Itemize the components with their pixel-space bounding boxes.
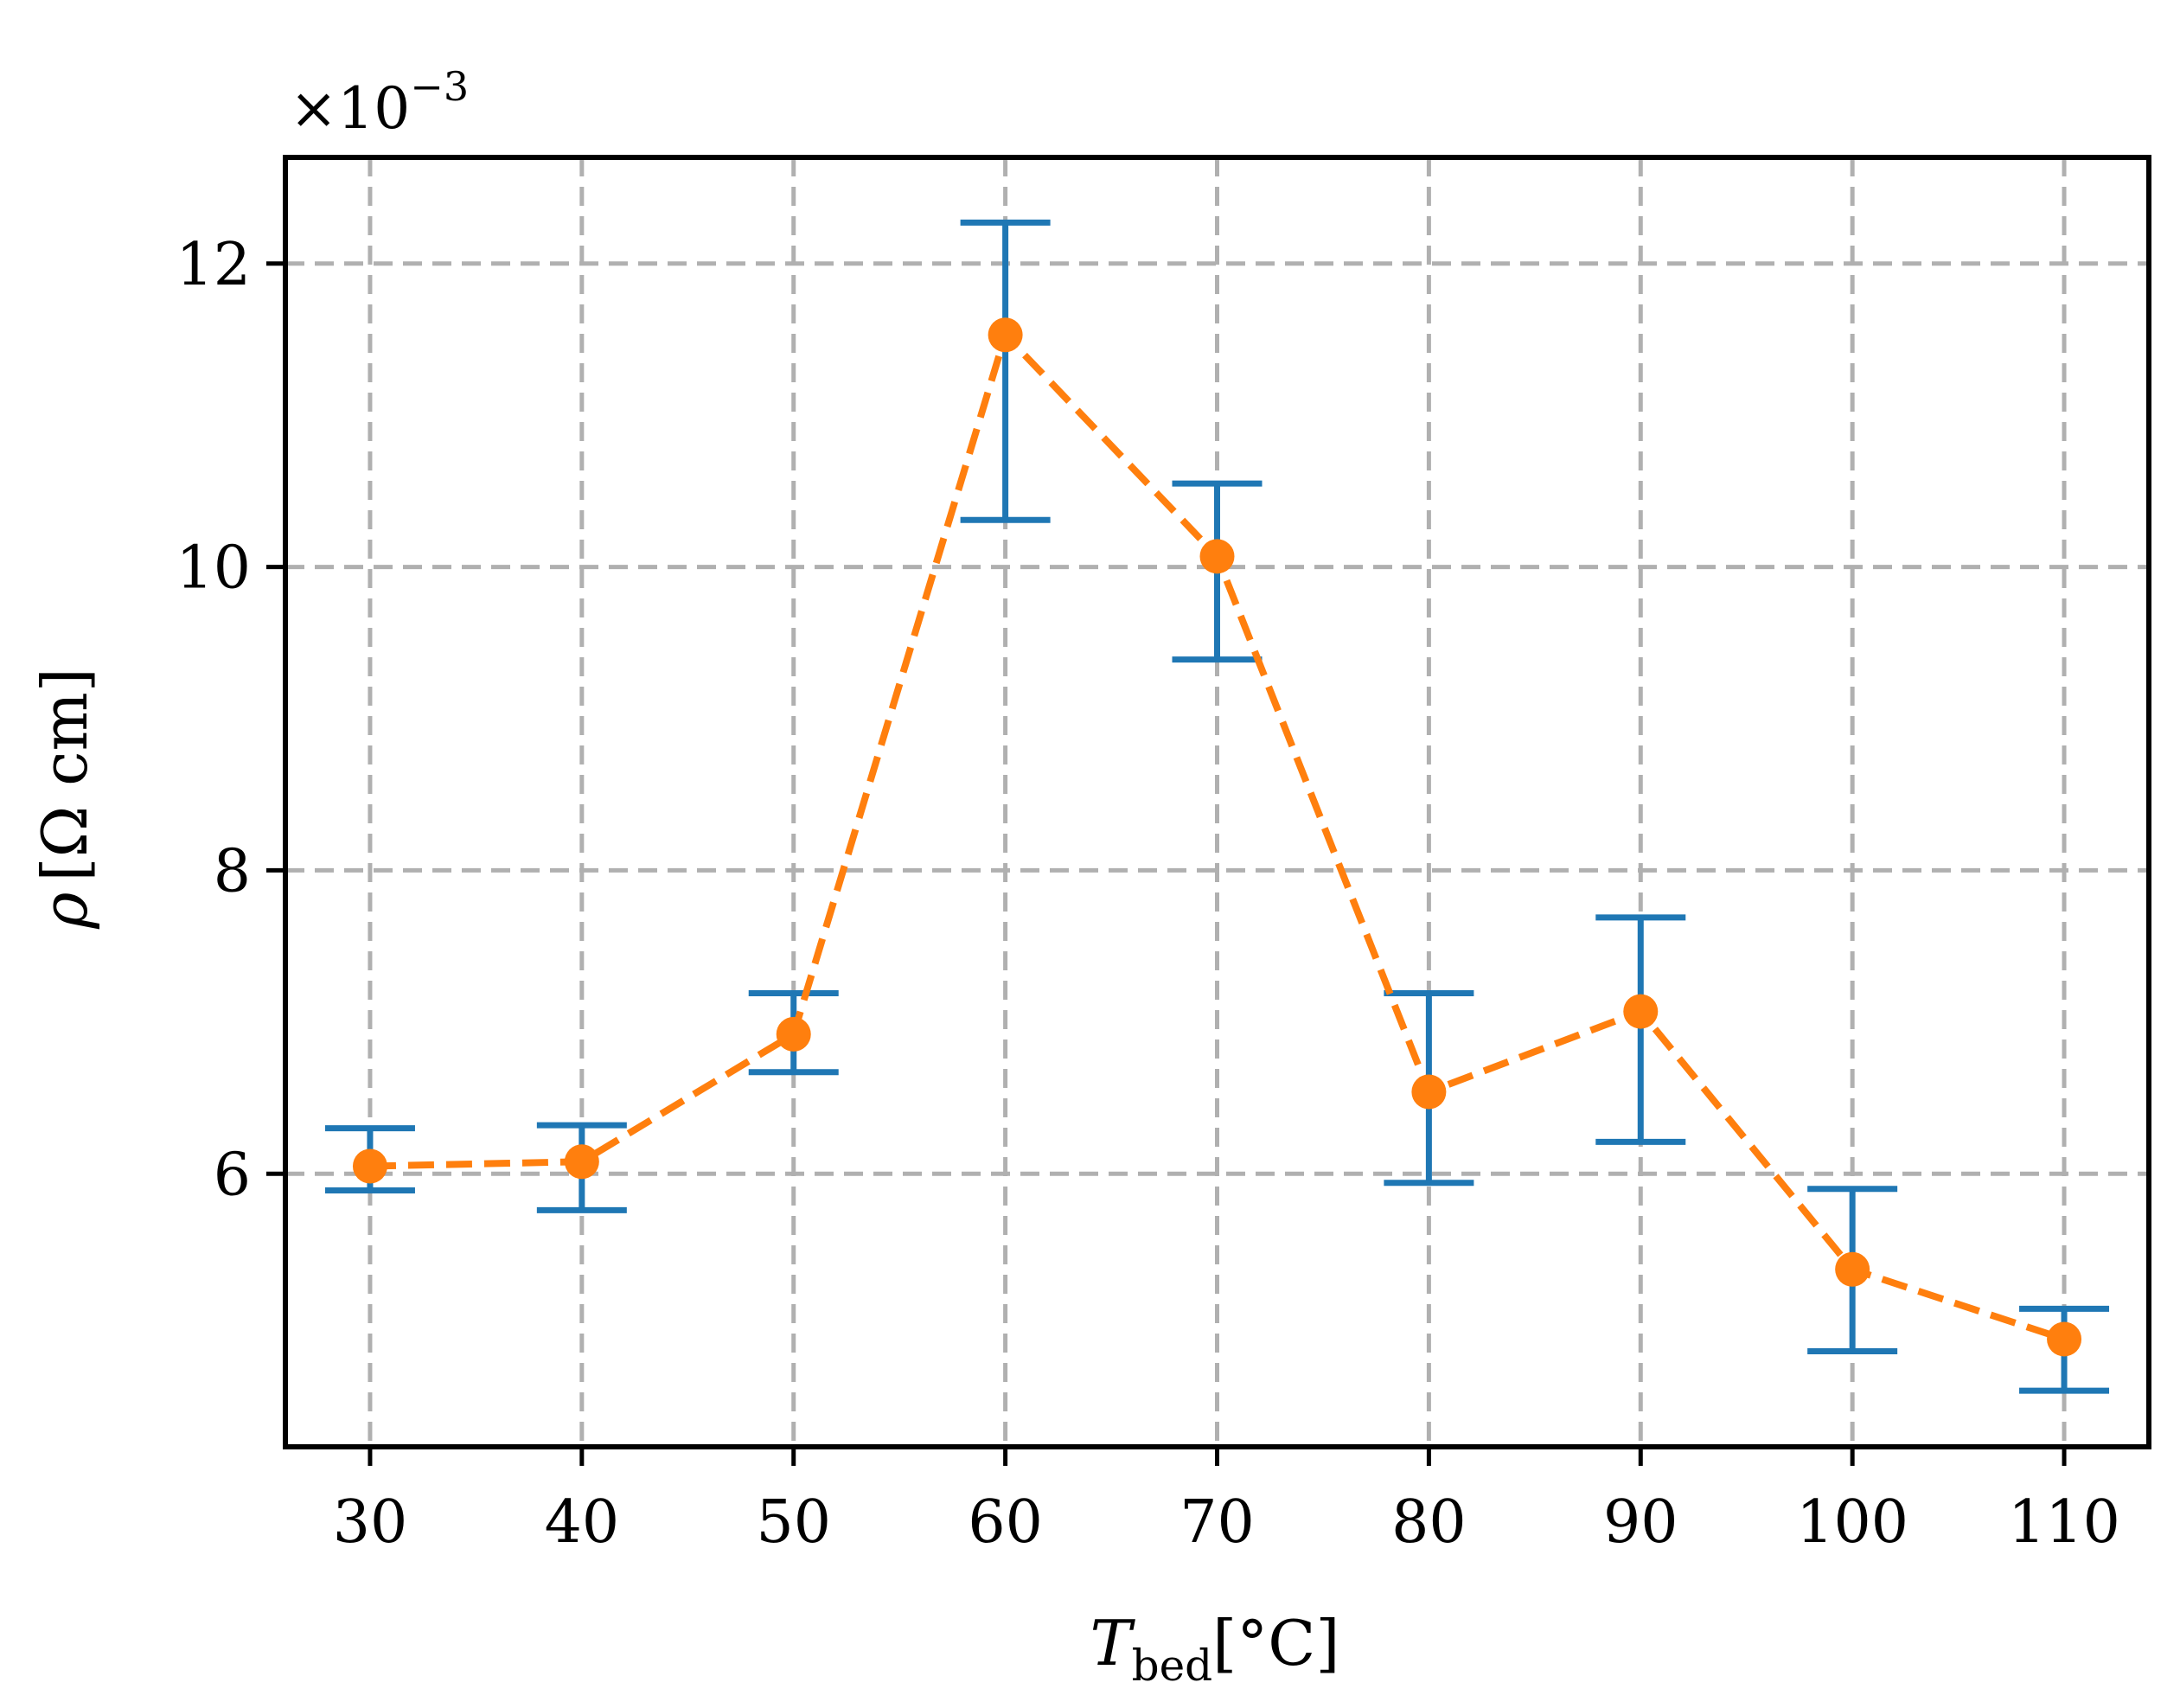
- data-point-40: [564, 1144, 599, 1180]
- y-tick-label-12: 12: [176, 231, 251, 299]
- x-tick-label-40: 40: [545, 1488, 620, 1557]
- x-tick-label-70: 70: [1180, 1488, 1255, 1557]
- x-tick-label-90: 90: [1603, 1488, 1678, 1557]
- y-scale-exponent: −3: [410, 63, 469, 110]
- x-tick-label-60: 60: [968, 1488, 1043, 1557]
- x-axis-label-unit: [°C]: [1212, 1607, 1339, 1679]
- data-point-50: [776, 1016, 811, 1052]
- x-axis-label: Tbed[°C]: [1090, 1607, 1340, 1691]
- y-axis-label: ρ [Ω cm]: [29, 668, 101, 930]
- y-axis-label-unit: [Ω cm]: [29, 668, 101, 881]
- x-axis-ticks: 30 40 50 60 70 80 90 100 110: [333, 1447, 2120, 1557]
- x-tick-label-80: 80: [1391, 1488, 1467, 1557]
- y-scale-prefix: ×10: [290, 75, 410, 142]
- data-point-70: [1199, 539, 1235, 574]
- data-point-60: [988, 317, 1023, 353]
- y-scale-multiplier: ×10−3: [290, 63, 469, 142]
- x-tick-label-100: 100: [1796, 1488, 1908, 1557]
- y-tick-label-10: 10: [176, 534, 251, 603]
- data-point-80: [1411, 1074, 1447, 1110]
- x-tick-label-50: 50: [756, 1488, 831, 1557]
- y-tick-label-8: 8: [214, 837, 251, 905]
- data-point-110: [2047, 1321, 2082, 1357]
- x-tick-label-110: 110: [2008, 1488, 2120, 1557]
- y-tick-label-6: 6: [214, 1141, 251, 1209]
- data-point-100: [1835, 1251, 1870, 1287]
- x-tick-label-30: 30: [333, 1488, 408, 1557]
- data-point-30: [352, 1148, 387, 1184]
- data-point-90: [1623, 994, 1659, 1029]
- x-axis-label-main: T: [1090, 1607, 1136, 1679]
- y-axis-label-main: ρ: [29, 892, 101, 930]
- series-markers: [352, 317, 2082, 1357]
- x-axis-label-sub: bed: [1132, 1641, 1213, 1691]
- y-axis-ticks: 6 8 10 12: [176, 231, 285, 1209]
